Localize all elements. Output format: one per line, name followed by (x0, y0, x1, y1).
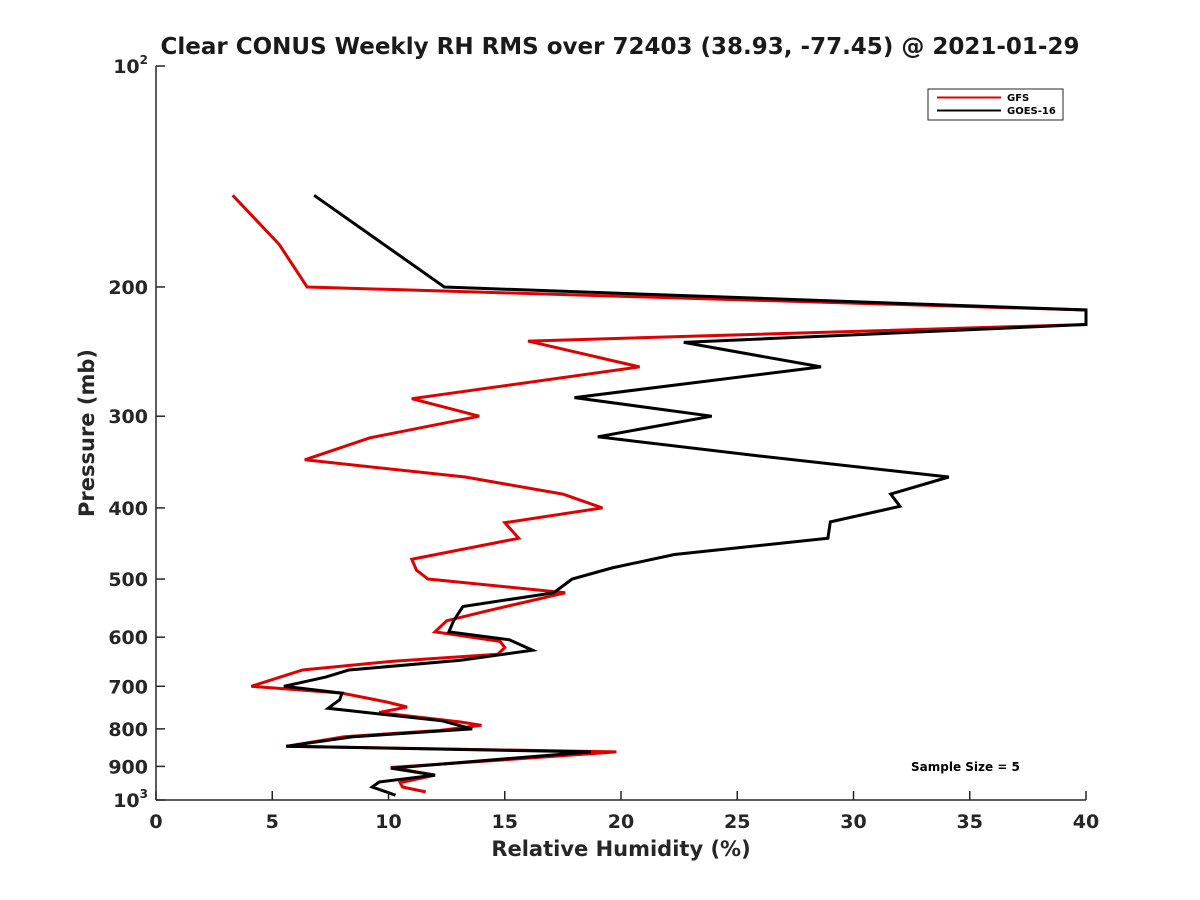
y-tick-label: 900 (108, 756, 148, 778)
y-tick-label: 300 (108, 406, 148, 428)
x-axis-label: Relative Humidity (%) (491, 837, 750, 861)
x-tick-label: 0 (149, 811, 162, 833)
y-tick-label: 103 (113, 787, 148, 812)
x-axis-ticks: 0 5 10 15 20 25 30 35 40 (149, 791, 1099, 833)
y-tick-label: 800 (108, 719, 148, 741)
y-tick-label: 700 (108, 676, 148, 698)
y-axis-ticks: 102 200 300 400 500 600 700 800 900 103 (108, 53, 165, 812)
y-tick-label: 200 (108, 277, 148, 299)
y-tick-label: 500 (108, 569, 148, 591)
x-tick-label: 40 (1073, 811, 1099, 833)
legend-label-goes16: GOES-16 (1007, 106, 1056, 117)
legend-box (927, 88, 1064, 121)
y-axis-label: Pressure (mb) (75, 349, 99, 517)
x-tick-label: 25 (724, 811, 750, 833)
legend-label-gfs: GFS (1007, 93, 1029, 104)
x-tick-label: 15 (492, 811, 518, 833)
sample-size-annotation: Sample Size = 5 (911, 760, 1020, 774)
y-tick-label: 400 (108, 498, 148, 520)
x-tick-label: 10 (375, 811, 401, 833)
y-tick-label: 102 (113, 53, 148, 78)
legend: GFS GOES-16 (927, 88, 1064, 121)
x-tick-label: 5 (266, 811, 279, 833)
chart-title: Clear CONUS Weekly RH RMS over 72403 (38… (161, 34, 1080, 60)
series-line-goes16 (283, 194, 1088, 797)
x-tick-label: 35 (957, 811, 983, 833)
x-tick-label: 20 (608, 811, 634, 833)
y-tick-label: 600 (108, 627, 148, 649)
x-tick-label: 30 (840, 811, 866, 833)
plot-lines (231, 194, 1088, 797)
